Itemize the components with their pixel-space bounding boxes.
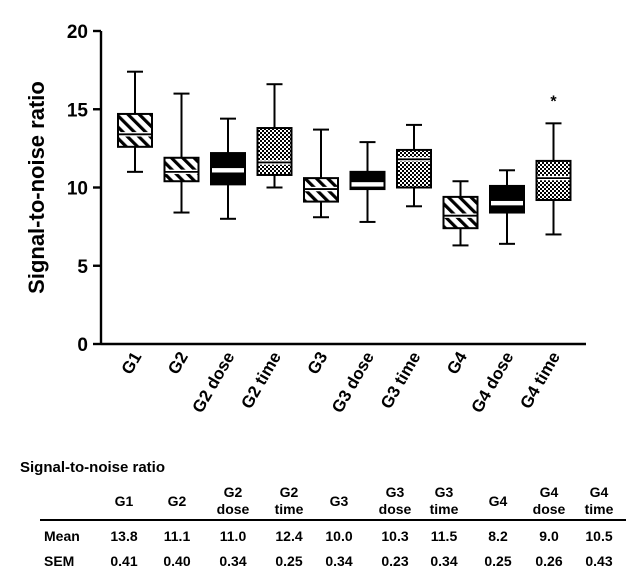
x-tick-label: G2 time (237, 349, 285, 413)
table-row-label: SEM (44, 553, 74, 569)
y-tick-label: 0 (77, 335, 88, 356)
y-tick-label: 5 (77, 257, 88, 278)
x-tick-label: G4 dose (467, 349, 517, 417)
y-tick-label: 20 (67, 22, 88, 43)
x-tick-label: G2 dose (188, 349, 238, 417)
axes: 0 5 10 15 20 Signal-to-noise ratio (24, 22, 586, 356)
table-column-header: dose (533, 501, 566, 517)
table-column-header: time (275, 501, 304, 517)
table-column-header: time (430, 501, 459, 517)
box-g3-dose (349, 141, 386, 223)
box-g3 (303, 128, 339, 219)
table-cell: 10.0 (325, 528, 352, 544)
box-g2-time (256, 83, 293, 189)
box-iqr (163, 156, 200, 183)
annotations: * (550, 93, 557, 110)
table-cell: 0.43 (585, 553, 612, 569)
table-column-header: dose (217, 501, 250, 517)
table-cell: 0.41 (110, 553, 137, 569)
table-column-header: dose (379, 501, 412, 517)
x-tick-label: G3 dose (328, 349, 378, 417)
box-g2-dose (210, 117, 246, 220)
table-cell: 0.26 (535, 553, 562, 569)
x-tick-label: G3 time (377, 349, 425, 413)
y-axis-title: Signal-to-noise ratio (24, 81, 49, 294)
table-cell: 11.1 (164, 528, 191, 544)
table-column-header: G2 (224, 484, 243, 500)
table-column-header: G2 (280, 484, 299, 500)
table-cell: 0.40 (163, 553, 190, 569)
box-iqr (535, 159, 572, 202)
box-g4-dose (489, 169, 525, 245)
table-cell: 0.23 (381, 553, 408, 569)
table-cell: 9.0 (539, 528, 559, 544)
box-g2 (163, 92, 200, 214)
table-cell: 0.25 (484, 553, 511, 569)
table-cell: 10.3 (381, 528, 408, 544)
table-cell: 0.34 (219, 553, 246, 569)
table-column-header: G4 (590, 484, 609, 500)
table-column-header: G3 (330, 493, 349, 509)
table-column-header: G4 (489, 493, 508, 509)
table-cell: 0.25 (275, 553, 302, 569)
box-iqr (256, 127, 293, 176)
table-cell: 0.34 (430, 553, 457, 569)
x-tick-label: G3 (304, 349, 332, 378)
box-iqr (117, 112, 153, 148)
table-cell: 8.2 (488, 528, 508, 544)
boxes (117, 70, 572, 247)
table-row-label: Mean (44, 528, 80, 544)
x-tick-label: G1 (118, 349, 146, 378)
box-iqr (396, 148, 432, 189)
x-tick-label: G4 (443, 348, 471, 378)
table-column-header: G3 (386, 484, 405, 500)
table-column-header: G2 (168, 493, 187, 509)
box-iqr (442, 195, 479, 230)
table-cell: 12.4 (275, 528, 302, 544)
box-g3-time (396, 123, 432, 208)
box-g4 (442, 180, 479, 247)
box-g1 (117, 70, 153, 173)
table-cell: 11.5 (431, 528, 458, 544)
table-column-header: time (585, 501, 614, 517)
table-cell: 11.0 (220, 528, 247, 544)
y-tick-label: 10 (67, 179, 88, 200)
table-column-header: G4 (540, 484, 559, 500)
table-cell: 13.8 (110, 528, 137, 544)
box-g4-time (535, 122, 572, 236)
table-cell: 0.34 (325, 553, 352, 569)
table-title: Signal-to-noise ratio (20, 459, 165, 476)
x-tick-label: G4 time (516, 349, 564, 413)
x-tick-label: G2 (164, 349, 192, 378)
box-iqr (489, 184, 525, 214)
y-tick-label: 15 (67, 100, 89, 121)
table-column-header: G3 (435, 484, 454, 500)
table-column-header: G1 (115, 493, 134, 509)
significance-marker: * (550, 93, 557, 110)
table-cell: 10.5 (585, 528, 612, 544)
